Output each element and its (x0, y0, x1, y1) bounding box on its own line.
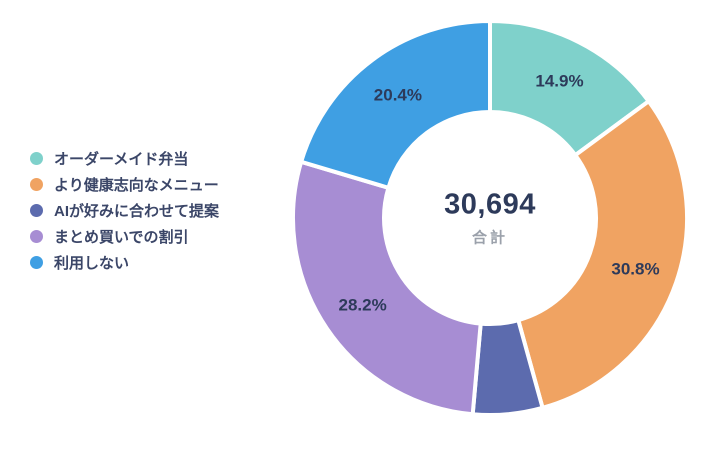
donut-svg: 14.9% 30.8% 28.2% 20.4% (291, 19, 689, 417)
legend-item-bulk-discount[interactable]: まとめ買いでの割引 (30, 228, 219, 246)
legend-swatch-icon (30, 152, 43, 165)
legend-swatch-icon (30, 230, 43, 243)
donut-slice-3[interactable] (291, 159, 483, 417)
legend-swatch-icon (30, 178, 43, 191)
donut-slice-4[interactable] (299, 19, 492, 190)
legend-label: より健康志向なメニュー (54, 177, 219, 194)
legend-swatch-icon (30, 204, 43, 217)
slice-label: 14.9% (535, 72, 583, 91)
legend-label: オーダーメイド弁当 (54, 151, 189, 168)
slice-label: 30.8% (611, 259, 659, 278)
slice-label: 28.2% (338, 296, 386, 315)
donut-chart: 14.9% 30.8% 28.2% 20.4% 30,694 合計 (290, 0, 690, 436)
legend-item-healthy-menu[interactable]: より健康志向なメニュー (30, 176, 219, 194)
legend-label: 利用しない (54, 255, 130, 272)
legend-label: まとめ買いでの割引 (54, 229, 189, 246)
legend-label: AIが好みに合わせて提案 (54, 203, 220, 220)
legend-item-ai-suggest[interactable]: AIが好みに合わせて提案 (30, 202, 220, 220)
legend-swatch-icon (30, 256, 43, 269)
legend-item-no-use[interactable]: 利用しない (30, 254, 219, 272)
legend: オーダーメイド弁当 より健康志向なメニュー AIが好みに合わせて提案 まとめ買い… (30, 150, 219, 280)
legend-item-order-made[interactable]: オーダーメイド弁当 (30, 150, 219, 168)
donut-slice-1[interactable] (516, 99, 689, 410)
slice-label: 20.4% (374, 86, 422, 105)
